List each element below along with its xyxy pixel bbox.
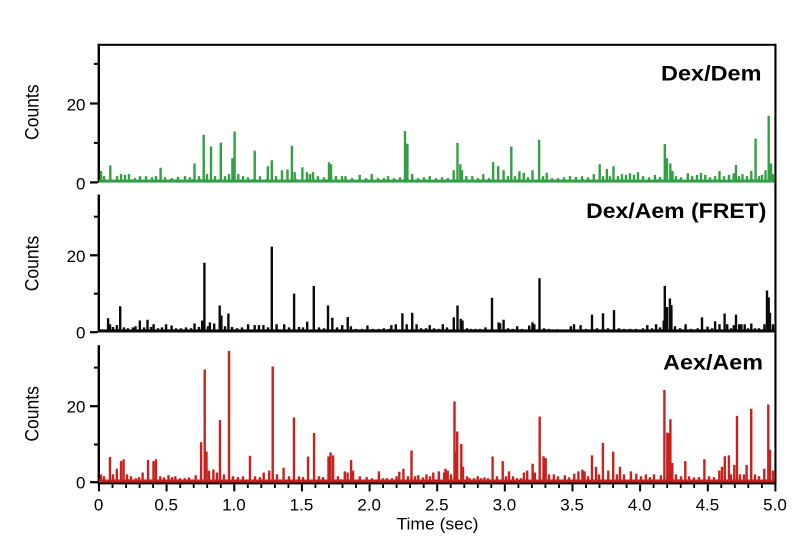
svg-text:20: 20 — [67, 247, 86, 266]
svg-text:Counts: Counts — [22, 236, 43, 292]
svg-text:Dex/Aem (FRET): Dex/Aem (FRET) — [586, 200, 766, 223]
svg-text:0: 0 — [76, 474, 85, 493]
svg-text:5.0: 5.0 — [763, 496, 787, 515]
svg-text:1.5: 1.5 — [290, 496, 314, 515]
svg-text:20: 20 — [67, 398, 86, 417]
svg-text:Counts: Counts — [22, 386, 43, 442]
svg-text:4.5: 4.5 — [696, 496, 720, 515]
svg-text:Dex/Dem: Dex/Dem — [661, 62, 762, 85]
svg-text:4.0: 4.0 — [628, 496, 652, 515]
svg-text:0: 0 — [76, 324, 85, 343]
svg-text:2.5: 2.5 — [425, 496, 449, 515]
svg-text:3.0: 3.0 — [493, 496, 517, 515]
svg-text:Counts: Counts — [22, 84, 43, 140]
svg-text:0: 0 — [76, 174, 85, 193]
svg-text:20: 20 — [67, 95, 86, 114]
svg-text:Time (sec): Time (sec) — [397, 516, 479, 534]
svg-text:0.5: 0.5 — [154, 496, 178, 515]
svg-text:0: 0 — [94, 496, 103, 515]
svg-text:2.0: 2.0 — [357, 496, 381, 515]
svg-text:1.0: 1.0 — [222, 496, 246, 515]
svg-text:3.5: 3.5 — [560, 496, 584, 515]
svg-text:Aex/Aem: Aex/Aem — [663, 351, 763, 374]
